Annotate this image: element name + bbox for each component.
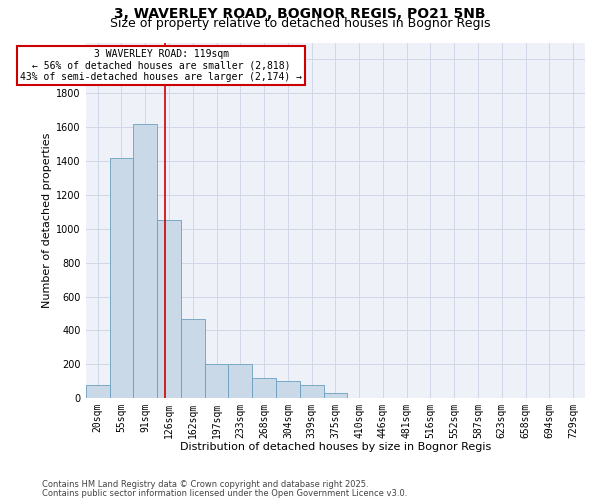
Text: Contains public sector information licensed under the Open Government Licence v3: Contains public sector information licen…: [42, 488, 407, 498]
Bar: [229, 364, 252, 398]
Text: Contains HM Land Registry data © Crown copyright and database right 2025.: Contains HM Land Registry data © Crown c…: [42, 480, 368, 489]
X-axis label: Distribution of detached houses by size in Bognor Regis: Distribution of detached houses by size …: [180, 442, 491, 452]
Text: 3, WAVERLEY ROAD, BOGNOR REGIS, PO21 5NB: 3, WAVERLEY ROAD, BOGNOR REGIS, PO21 5NB: [114, 8, 486, 22]
Bar: [181, 318, 205, 398]
Bar: [205, 364, 229, 398]
Bar: [133, 124, 157, 398]
Bar: [323, 393, 347, 398]
Bar: [276, 382, 300, 398]
Text: 3 WAVERLEY ROAD: 119sqm
← 56% of detached houses are smaller (2,818)
43% of semi: 3 WAVERLEY ROAD: 119sqm ← 56% of detache…: [20, 50, 302, 82]
Y-axis label: Number of detached properties: Number of detached properties: [42, 132, 52, 308]
Bar: [300, 384, 323, 398]
Text: Size of property relative to detached houses in Bognor Regis: Size of property relative to detached ho…: [110, 18, 490, 30]
Bar: [252, 378, 276, 398]
Bar: [86, 384, 110, 398]
Bar: [157, 220, 181, 398]
Bar: [110, 158, 133, 398]
